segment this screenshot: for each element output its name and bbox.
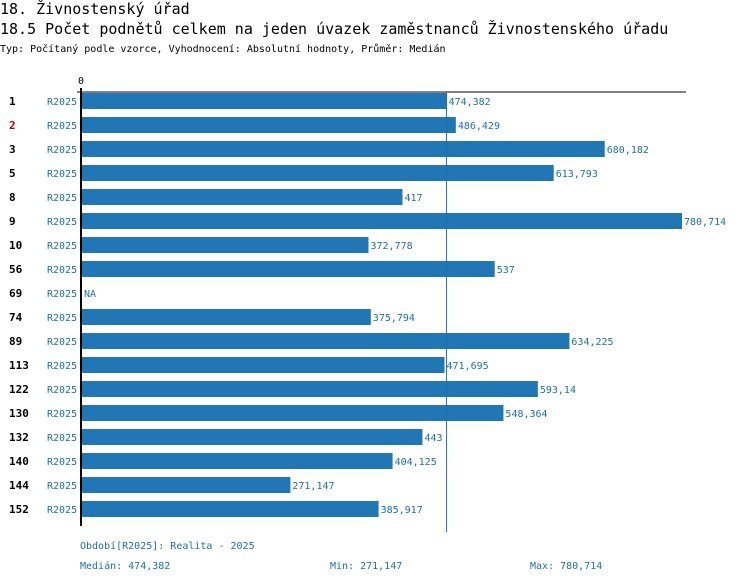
bar	[82, 261, 495, 277]
series-label: R2025	[47, 97, 77, 108]
value-label: 593,14	[540, 385, 576, 396]
series-label: R2025	[47, 505, 77, 516]
series-label: R2025	[47, 481, 77, 492]
category-label: 8	[9, 191, 16, 204]
series-label: R2025	[47, 385, 77, 396]
bar	[82, 501, 379, 517]
bar	[82, 477, 291, 493]
category-label: 9	[9, 215, 16, 228]
value-label: 417	[404, 193, 422, 204]
category-label: 130	[9, 407, 29, 420]
series-label: R2025	[47, 217, 77, 228]
category-label: 89	[9, 335, 22, 348]
value-label: 634,225	[571, 337, 613, 348]
bar	[82, 213, 682, 229]
value-label: 404,125	[395, 457, 437, 468]
value-label: 271,147	[292, 481, 334, 492]
chart-subtitle: 18.5 Počet podnětů celkem na jeden úvaze…	[0, 20, 669, 38]
bar	[82, 453, 393, 469]
value-label: 486,429	[458, 121, 500, 132]
value-label: 443	[424, 433, 442, 444]
bar	[82, 357, 445, 373]
series-label: R2025	[47, 409, 77, 420]
category-label: 1	[9, 95, 16, 108]
value-label: 375,794	[373, 313, 415, 324]
category-label: 69	[9, 287, 22, 300]
series-label: R2025	[47, 457, 77, 468]
series-label: R2025	[47, 313, 77, 324]
footer-min: Min: 271,147	[330, 561, 403, 572]
footer-median: Medián: 474,382	[80, 561, 171, 572]
value-label: 680,182	[607, 145, 649, 156]
category-label: 74	[9, 311, 23, 324]
footer-max: Max: 780,714	[530, 561, 603, 572]
bar	[82, 381, 538, 397]
bar	[82, 93, 447, 109]
category-label: 10	[9, 239, 22, 252]
series-label: R2025	[47, 337, 77, 348]
category-label: 3	[9, 143, 16, 156]
value-label: 548,364	[505, 409, 547, 420]
series-label: R2025	[47, 169, 77, 180]
bar	[82, 429, 423, 445]
zero-tick-label: 0	[78, 76, 84, 87]
series-label: R2025	[47, 265, 77, 276]
category-label: 5	[9, 167, 16, 180]
series-label: R2025	[47, 433, 77, 444]
category-label: 2	[9, 119, 16, 132]
bar	[82, 165, 554, 181]
category-label: 56	[9, 263, 23, 276]
category-label: 113	[9, 359, 29, 372]
value-label: 780,714	[684, 217, 726, 228]
bar	[82, 237, 369, 253]
series-label: R2025	[47, 241, 77, 252]
category-label: 132	[9, 431, 29, 444]
series-label: R2025	[47, 145, 77, 156]
value-label: NA	[84, 289, 96, 300]
bar	[82, 189, 403, 205]
bar-chart: 0 1 R2025 474,382 2 R2025 486,429 3 R2025 680,182…	[9, 76, 726, 532]
value-label: 474,382	[449, 97, 491, 108]
series-label: R2025	[47, 121, 77, 132]
value-label: 385,917	[381, 505, 423, 516]
value-label: 537	[497, 265, 515, 276]
category-label: 144	[9, 479, 29, 492]
category-label: 152	[9, 503, 29, 516]
series-label: R2025	[47, 193, 77, 204]
bar	[82, 141, 605, 157]
category-label: 122	[9, 383, 29, 396]
bar	[82, 405, 504, 421]
value-label: 372,778	[370, 241, 412, 252]
page-title: 18. Živnostenský úřad	[0, 0, 190, 18]
value-label: 613,793	[556, 169, 598, 180]
value-label: 471,695	[447, 361, 489, 372]
bar	[82, 309, 371, 325]
chart-meta: Typ: Počítaný podle vzorce, Vyhodnocení:…	[0, 44, 446, 55]
bar	[82, 117, 456, 133]
series-label: R2025	[47, 289, 77, 300]
footer-period: Období[R2025]: Realita - 2025	[80, 541, 255, 552]
bar	[82, 333, 570, 349]
series-label: R2025	[47, 361, 77, 372]
category-label: 140	[9, 455, 29, 468]
